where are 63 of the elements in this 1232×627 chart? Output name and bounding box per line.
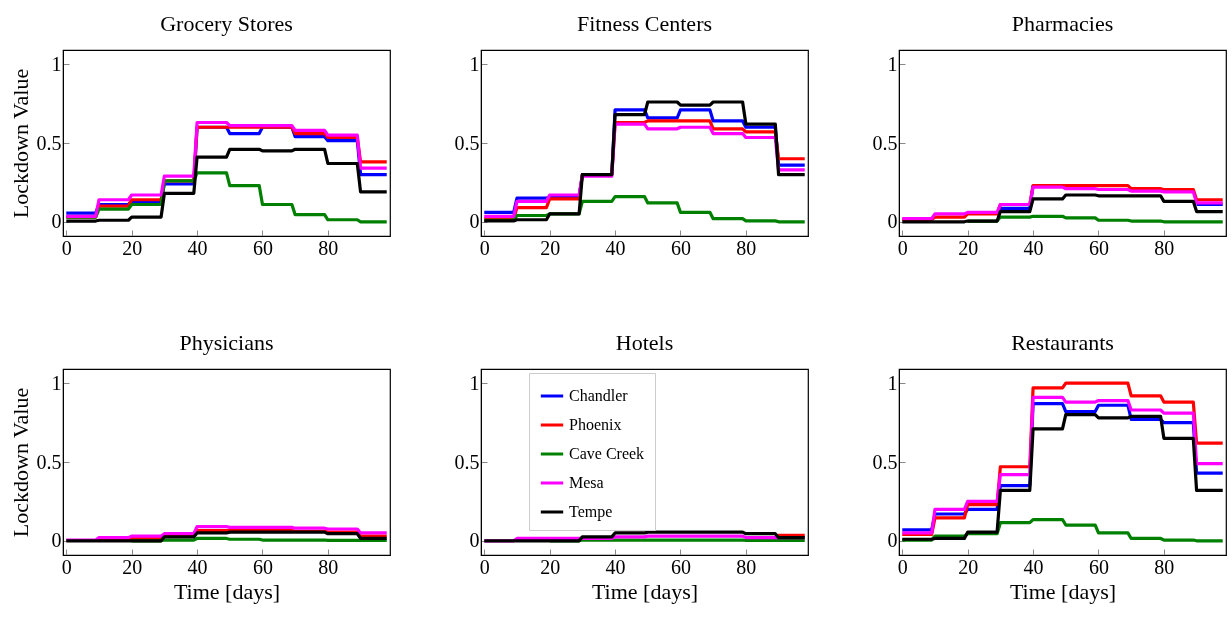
chart-title: Pharmacies (1011, 11, 1114, 36)
x-tick-label: 20 (122, 236, 143, 259)
x-tick-label: 40 (187, 555, 208, 578)
x-tick-label: 40 (1023, 555, 1044, 578)
x-tick-label: 20 (540, 236, 561, 259)
legend-label: Mesa (569, 474, 604, 491)
x-tick-label: 40 (605, 236, 626, 259)
legend-label: Chandler (569, 387, 629, 404)
x-tick-label: 60 (252, 236, 273, 259)
line-series (64, 525, 389, 542)
x-tick-label: 40 (1023, 236, 1044, 259)
x-tick-label: 80 (736, 555, 757, 578)
x-axis-title: Time [days] (1009, 578, 1117, 604)
y-tick-label: 0.5 (872, 131, 898, 154)
y-tick-label: 1 (469, 371, 480, 394)
y-tick-label: 0 (887, 210, 898, 233)
chart-title: Restaurants (1011, 330, 1114, 355)
y-tick-label: 1 (51, 52, 62, 75)
x-tick-label: 60 (1088, 236, 1109, 259)
x-tick-label: 20 (122, 555, 143, 578)
y-axis-title: Lockdown Value (7, 68, 33, 219)
chart-title: Grocery Stores (160, 11, 293, 36)
x-tick-label: 80 (318, 555, 339, 578)
y-tick-label: 0.5 (36, 131, 62, 154)
legend-label: Cave Creek (569, 445, 645, 462)
x-tick-label: 20 (540, 555, 561, 578)
x-tick-label: 80 (1154, 555, 1175, 578)
line-series (64, 530, 389, 543)
y-tick-label: 1 (887, 371, 898, 394)
y-tick-label: 0 (51, 210, 62, 233)
y-tick-label: 0.5 (36, 450, 62, 473)
x-tick-label: 80 (736, 236, 757, 259)
legend-label: Tempe (569, 503, 613, 521)
line-series (482, 530, 807, 543)
y-tick-label: 0 (51, 529, 62, 552)
line-series (64, 147, 389, 223)
x-tick-label: 60 (670, 236, 691, 259)
x-tick-label: 80 (1154, 236, 1175, 259)
y-tick-label: 0.5 (454, 131, 480, 154)
chart-title: Physicians (179, 330, 274, 355)
x-tick-label: 40 (605, 555, 626, 578)
y-axis-title: Lockdown Value (7, 387, 33, 538)
y-tick-label: 0 (469, 210, 480, 233)
chart-title: Hotels (615, 330, 674, 355)
line-series (900, 193, 1225, 224)
y-tick-label: 1 (51, 371, 62, 394)
y-tick-label: 0.5 (454, 450, 480, 473)
x-tick-label: 60 (252, 555, 273, 578)
x-axis-title: Time [days] (173, 578, 281, 604)
chart-title: Fitness Centers (576, 11, 713, 36)
x-tick-label: 80 (318, 236, 339, 259)
x-axis-title: Time [days] (591, 578, 699, 604)
y-tick-label: 0.5 (872, 450, 898, 473)
x-tick-label: 60 (670, 555, 691, 578)
x-tick-label: 40 (187, 236, 208, 259)
x-tick-label: 20 (958, 236, 979, 259)
y-tick-label: 0 (887, 529, 898, 552)
x-tick-label: 20 (958, 555, 979, 578)
y-tick-label: 1 (887, 52, 898, 75)
y-tick-label: 1 (469, 52, 480, 75)
x-tick-label: 60 (1088, 555, 1109, 578)
y-tick-label: 0 (469, 529, 480, 552)
legend-label: Phoenix (569, 416, 622, 433)
